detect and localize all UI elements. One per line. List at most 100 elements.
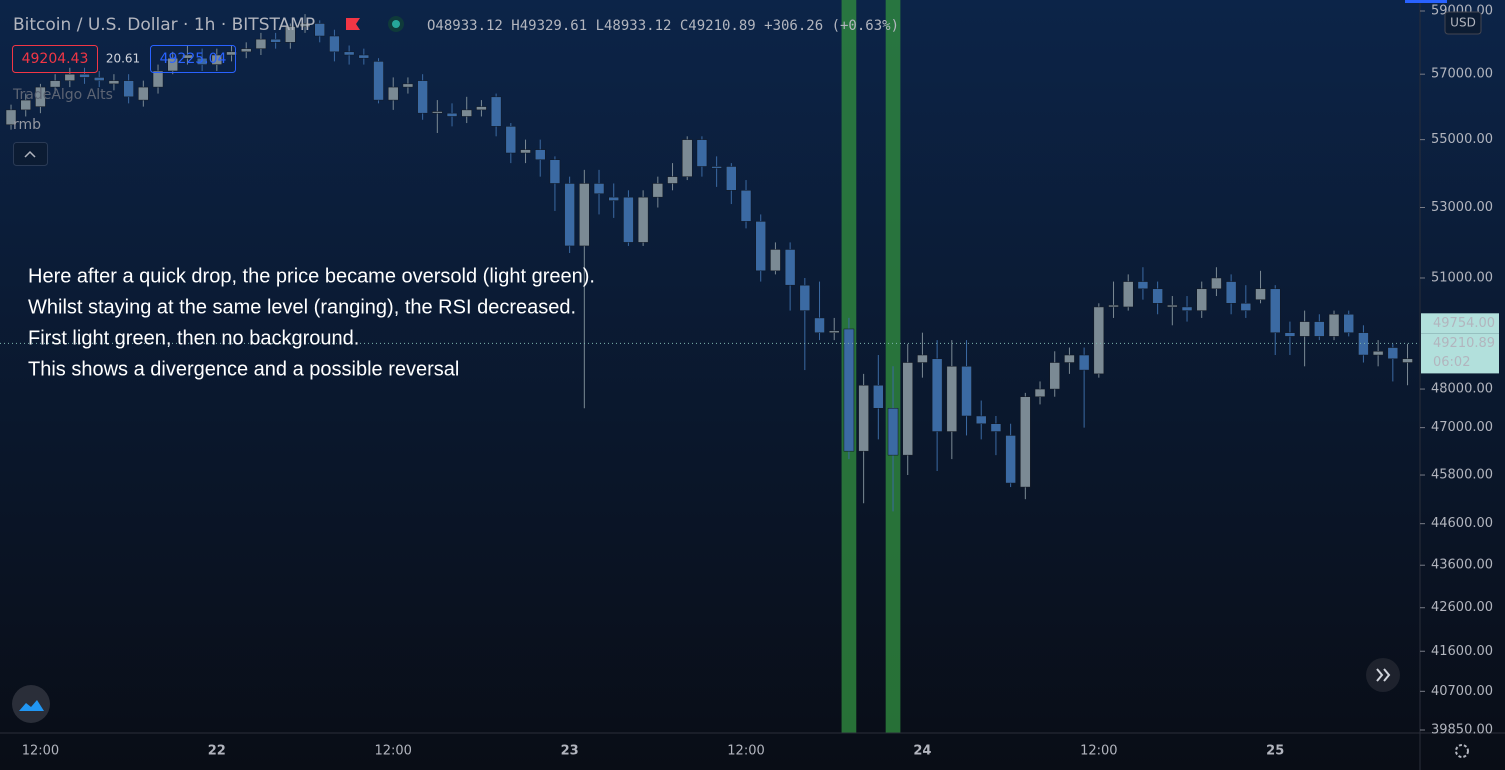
candle-body bbox=[329, 35, 340, 53]
candle-body bbox=[887, 407, 899, 456]
candle-body bbox=[975, 415, 987, 424]
y-tick-label: 45800.00 bbox=[1431, 468, 1493, 483]
currency-box[interactable] bbox=[1444, 11, 1482, 35]
candle-body bbox=[946, 366, 958, 432]
candle-body bbox=[1269, 288, 1281, 333]
candle-body bbox=[211, 54, 223, 65]
price-label: 49754.00 bbox=[1433, 316, 1495, 331]
candle-body bbox=[285, 26, 296, 43]
candle-body bbox=[579, 183, 590, 247]
candle-body bbox=[1299, 321, 1310, 337]
candle-body bbox=[667, 176, 678, 184]
symbol-title: Bitcoin / U.S. Dollar · 1h · BITSTAMP bbox=[13, 15, 315, 35]
flag-icon[interactable] bbox=[346, 18, 360, 30]
y-tick-label: 41600.00 bbox=[1431, 644, 1493, 659]
status-dot bbox=[392, 20, 400, 28]
candle-body bbox=[1122, 281, 1134, 308]
y-tick-label: 57000.00 bbox=[1431, 67, 1493, 82]
price-label-box bbox=[1421, 313, 1499, 334]
candle-body bbox=[799, 284, 811, 311]
y-tick-label: 39850.00 bbox=[1431, 723, 1493, 738]
candle-body bbox=[505, 126, 517, 154]
candle-body bbox=[1402, 358, 1413, 363]
axes: 59000.0057000.0055000.0053000.0051000.00… bbox=[22, 4, 1499, 759]
candle-body bbox=[1343, 314, 1354, 333]
candle-body bbox=[167, 57, 178, 72]
candle-body bbox=[152, 70, 164, 88]
candle-body bbox=[681, 139, 693, 177]
candle-body bbox=[711, 166, 722, 169]
ohlc-values: O48933.12 H49329.61 L48933.12 C49210.89 … bbox=[427, 18, 899, 34]
price-label: 49210.89 bbox=[1433, 336, 1495, 351]
candle-body bbox=[417, 80, 428, 114]
candle-body bbox=[432, 111, 443, 114]
candle-body bbox=[1255, 288, 1266, 300]
candle-body bbox=[270, 38, 281, 43]
annotation-line: Here after a quick drop, the price becam… bbox=[28, 265, 595, 287]
plot-area bbox=[0, 0, 1420, 733]
spread: 20.61 bbox=[106, 52, 140, 66]
x-tick-label: 12:00 bbox=[1080, 744, 1117, 759]
y-tick-label: 44600.00 bbox=[1431, 516, 1493, 531]
collapse-icon bbox=[24, 150, 36, 158]
candle-body bbox=[446, 112, 458, 117]
candle-body bbox=[873, 384, 884, 409]
indicator-name: TradeAlgo Alts bbox=[12, 87, 113, 103]
candle-body bbox=[226, 51, 237, 56]
y-tick-label: 53000.00 bbox=[1431, 200, 1493, 215]
candle-body bbox=[1358, 332, 1369, 356]
candle-body bbox=[1211, 277, 1222, 290]
candle-body bbox=[608, 196, 619, 201]
scroll-icon bbox=[1376, 668, 1391, 682]
indicator-name-2: rmb bbox=[13, 117, 41, 133]
candle-body bbox=[843, 328, 855, 452]
candle-body bbox=[858, 384, 869, 452]
y-tick-label: 42600.00 bbox=[1431, 600, 1493, 615]
logo-icon bbox=[19, 700, 44, 711]
candle-body bbox=[696, 139, 708, 167]
candle-body bbox=[549, 159, 561, 184]
annotation-line: This shows a divergence and a possible r… bbox=[28, 358, 459, 380]
logo-button[interactable] bbox=[12, 685, 50, 723]
candle-body bbox=[1078, 354, 1090, 371]
candle-body bbox=[1034, 388, 1046, 397]
x-tick-label: 23 bbox=[561, 744, 579, 759]
candle-body bbox=[373, 61, 384, 101]
buy-button[interactable] bbox=[150, 45, 236, 73]
settings-button[interactable] bbox=[1455, 744, 1469, 758]
candle-body bbox=[1328, 314, 1340, 337]
candle-body bbox=[520, 149, 531, 154]
candle-body bbox=[490, 96, 502, 127]
candle-body bbox=[358, 54, 370, 59]
x-tick-label: 24 bbox=[913, 744, 931, 759]
candle-body bbox=[138, 86, 149, 101]
candle-body bbox=[314, 23, 325, 37]
candle-body bbox=[784, 249, 796, 286]
countdown: 06:02 bbox=[1433, 355, 1470, 370]
candle-body bbox=[1152, 288, 1163, 304]
candle-body bbox=[1064, 354, 1075, 363]
x-tick-label: 12:00 bbox=[374, 744, 411, 759]
candle-body bbox=[1020, 396, 1031, 488]
x-tick-label: 22 bbox=[208, 744, 226, 759]
candle-body bbox=[990, 423, 1002, 432]
candle-body bbox=[1005, 435, 1016, 484]
candle-body bbox=[343, 51, 355, 56]
candle-body bbox=[770, 249, 781, 272]
y-tick-label: 55000.00 bbox=[1431, 132, 1493, 147]
candle-body bbox=[255, 38, 267, 49]
collapse-button[interactable] bbox=[13, 142, 48, 166]
x-tick-label: 25 bbox=[1266, 744, 1284, 759]
sell-button[interactable] bbox=[12, 45, 98, 73]
candle-body bbox=[1225, 281, 1237, 304]
annotation: Here after a quick drop, the price becam… bbox=[28, 265, 595, 380]
candle-body bbox=[123, 80, 134, 98]
candle-body bbox=[931, 358, 943, 432]
candle-body bbox=[1108, 304, 1119, 308]
candle-body bbox=[5, 109, 17, 125]
candle-body bbox=[79, 73, 90, 78]
candle-body bbox=[1314, 321, 1325, 337]
candle-body bbox=[740, 190, 752, 222]
y-tick-label: 48000.00 bbox=[1431, 382, 1493, 397]
